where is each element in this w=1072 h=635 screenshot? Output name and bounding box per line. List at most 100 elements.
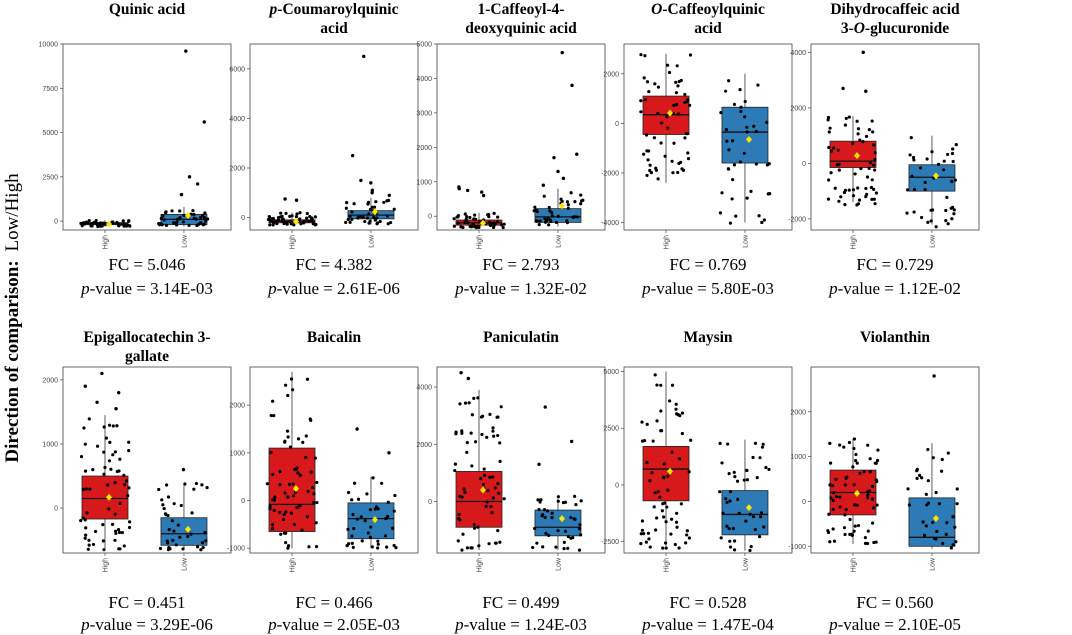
data-point	[456, 539, 460, 543]
data-point	[640, 519, 645, 523]
data-point	[912, 210, 916, 214]
outlier-point	[459, 371, 463, 375]
data-point	[87, 218, 91, 223]
data-point	[660, 509, 664, 513]
outlier-point	[114, 406, 118, 411]
data-point	[178, 535, 182, 539]
data-point	[680, 431, 684, 436]
data-point	[918, 473, 922, 477]
data-point	[96, 224, 100, 229]
data-point	[566, 206, 570, 210]
data-point	[562, 547, 566, 551]
mean-marker	[745, 504, 752, 512]
data-point	[725, 500, 729, 505]
data-point	[874, 461, 878, 465]
data-point	[376, 542, 380, 546]
p-value-label: p-value = 1.47E-04	[641, 615, 774, 634]
data-point	[643, 98, 648, 102]
data-point	[858, 471, 862, 476]
data-point	[906, 487, 910, 491]
data-point	[307, 545, 311, 549]
data-point	[367, 212, 371, 216]
data-point	[535, 208, 539, 212]
data-point	[868, 470, 872, 474]
y-tick-label: 0	[802, 499, 806, 506]
data-point	[463, 490, 467, 494]
data-point	[915, 476, 919, 480]
data-point	[164, 223, 169, 227]
data-point	[944, 219, 948, 223]
data-point	[541, 545, 545, 549]
data-point	[482, 467, 486, 471]
outlier-point	[932, 374, 936, 378]
data-point	[111, 424, 115, 428]
data-point	[162, 506, 166, 511]
data-point	[937, 502, 942, 506]
data-point	[178, 216, 182, 220]
box-high	[642, 445, 690, 502]
data-point	[676, 84, 680, 88]
data-point	[474, 225, 478, 229]
data-point	[726, 442, 730, 446]
data-point	[648, 163, 652, 167]
data-point	[737, 511, 741, 515]
box-low	[908, 164, 956, 192]
data-point	[951, 515, 955, 519]
data-point	[298, 473, 302, 477]
data-point	[732, 548, 737, 552]
data-point	[940, 457, 944, 462]
data-point	[163, 211, 168, 215]
data-point	[683, 100, 687, 105]
data-point	[488, 475, 492, 479]
data-point	[762, 218, 766, 222]
data-point	[176, 523, 180, 527]
data-point	[491, 496, 495, 500]
data-point	[721, 511, 725, 515]
y-tick-label: -1000	[227, 546, 245, 553]
data-point	[192, 487, 196, 491]
data-point	[837, 199, 841, 203]
plot-frame	[810, 43, 980, 231]
chart-title-line: Paniculatin	[483, 329, 559, 346]
data-point	[286, 435, 290, 439]
box-high	[81, 475, 129, 520]
p-value-text: -value = 3.29E-06	[90, 615, 213, 634]
fold-change-label: FC = 0.451	[108, 593, 185, 612]
data-point	[368, 219, 372, 223]
data-point	[496, 215, 500, 219]
data-point	[306, 489, 310, 493]
data-point	[272, 414, 276, 418]
outlier-point	[187, 175, 192, 179]
data-point	[757, 535, 762, 539]
data-point	[670, 450, 674, 454]
data-point	[470, 546, 474, 550]
data-point	[685, 529, 689, 533]
outlier-point	[362, 54, 366, 59]
data-point	[749, 544, 753, 549]
outlier-point	[561, 176, 566, 181]
fold-change-label: FC = 0.528	[669, 593, 746, 612]
data-point	[845, 475, 849, 479]
data-point	[910, 174, 914, 178]
y-tick-label: 2500	[42, 174, 58, 181]
data-point	[486, 488, 490, 493]
data-point	[84, 526, 88, 530]
fold-change-label: FC = 0.729	[856, 255, 933, 274]
data-point	[283, 491, 287, 495]
data-point	[686, 98, 690, 102]
data-point	[175, 223, 179, 227]
data-point	[677, 546, 681, 550]
data-point	[458, 402, 462, 406]
data-point	[538, 500, 542, 504]
p-value-prefix: p	[641, 279, 651, 298]
data-point	[659, 409, 663, 413]
data-point	[385, 214, 390, 218]
data-point	[484, 504, 488, 508]
data-point	[855, 203, 859, 207]
data-point	[939, 469, 944, 473]
data-point	[661, 546, 665, 550]
data-point	[843, 483, 847, 487]
data-point	[548, 209, 552, 213]
data-point	[302, 221, 306, 225]
